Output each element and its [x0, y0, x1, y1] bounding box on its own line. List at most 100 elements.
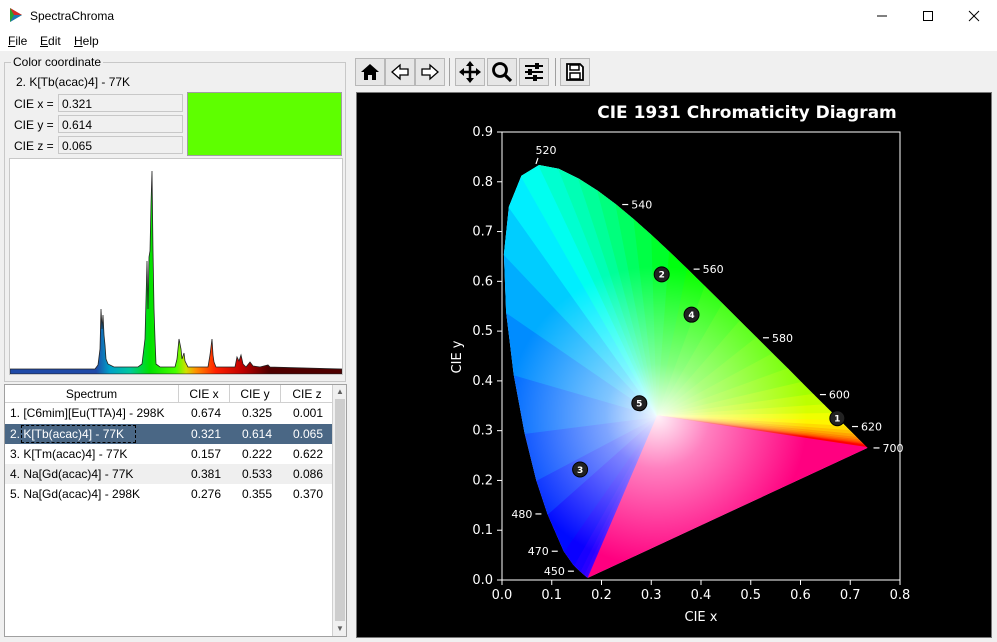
save-icon	[566, 63, 584, 81]
table-row[interactable]: 5. Na[Gd(acac)4] - 298K 0.276 0.355 0.37…	[5, 484, 334, 504]
sample-markers: 1 2 3 4 5	[572, 266, 846, 478]
header-cie-y[interactable]: CIE y	[230, 385, 281, 403]
wavelength-label: 700	[883, 442, 904, 455]
row-cie-y: 0.614	[242, 427, 273, 441]
menu-file-label: ile	[15, 34, 28, 48]
y-tick-label: 0.3	[472, 424, 493, 439]
spectrum-area	[9, 170, 343, 375]
sample-marker-2: 2	[653, 266, 670, 283]
cie-x-field: 0.321	[58, 94, 183, 112]
white-point-glow	[507, 266, 808, 567]
y-axis: 0.0 0.1 0.2 0.3 0.4 0.5 0.6 0.7 0.8 0.9	[472, 125, 502, 588]
row-cie-z: 0.086	[293, 467, 324, 481]
close-button[interactable]	[951, 0, 997, 31]
x-tick-label: 0.8	[890, 588, 911, 603]
wavelength-label: 560	[703, 263, 724, 276]
row-cie-y: 0.222	[242, 447, 273, 461]
row-cie-z: 0.622	[293, 447, 324, 461]
configure-subplots-button[interactable]	[519, 58, 549, 86]
home-icon	[361, 64, 379, 80]
table-scrollbar[interactable]: ▲ ▼	[332, 385, 346, 636]
marker-dot	[829, 410, 846, 427]
row-cie-z: 0.065	[293, 427, 324, 441]
x-tick-label: 0.4	[691, 588, 712, 603]
x-tick-label: 0.1	[541, 588, 562, 603]
pan-icon	[459, 61, 481, 83]
color-coordinate-group	[4, 62, 346, 382]
x-tick-label: 0.3	[641, 588, 662, 603]
zoom-icon	[492, 62, 513, 83]
title-bar: SpectraChroma	[0, 0, 997, 31]
row-cie-x: 0.321	[191, 427, 222, 441]
chart-title: CIE 1931 Chromaticity Diagram	[597, 103, 897, 123]
pan-button[interactable]	[455, 58, 485, 86]
x-tick-label: 0.7	[840, 588, 861, 603]
wavelength-label: 480	[511, 508, 532, 521]
table-row-selected[interactable]: 2. K[Tb(acac)4] - 77K 0.321 0.614 0.065	[5, 424, 334, 444]
wavelength-label: 450	[544, 565, 565, 578]
chromaticity-chart[interactable]: CIE 1931 Chromaticity Diagram 0.0 0.1 0.2 0…	[356, 92, 992, 638]
row-name: 4. Na[Gd(acac)4] - 77K	[10, 467, 134, 481]
menu-file-accel: F	[8, 34, 16, 48]
menu-file[interactable]: File	[8, 34, 27, 48]
scroll-thumb[interactable]	[335, 399, 345, 621]
table-row[interactable]: 4. Na[Gd(acac)4] - 77K 0.381 0.533 0.086	[5, 464, 334, 484]
y-tick-label: 0.5	[472, 324, 493, 339]
row-cie-z: 0.001	[293, 406, 324, 420]
table-row[interactable]: 1. [C6mim][Eu(TTA)4] - 298K 0.674 0.325 …	[5, 403, 334, 423]
maximize-button[interactable]	[905, 0, 951, 31]
toolbar-separator	[449, 58, 450, 86]
zoom-button[interactable]	[487, 58, 517, 86]
menu-edit-accel: E	[40, 34, 49, 48]
wavelength-label: 620	[861, 421, 882, 434]
forward-button[interactable]	[415, 58, 445, 86]
marker-label: 3	[577, 466, 583, 476]
row-cie-x: 0.157	[191, 447, 222, 461]
row-cie-y: 0.325	[242, 406, 273, 420]
marker-dot	[653, 266, 670, 283]
marker-dot	[683, 306, 700, 323]
menu-edit[interactable]: Edit	[40, 34, 61, 48]
wavelength-label: 600	[829, 389, 850, 402]
minimize-button[interactable]	[859, 0, 905, 31]
menu-help-accel: H	[74, 34, 83, 48]
y-tick-label: 0.6	[472, 274, 493, 289]
row-name: 5. Na[Gd(acac)4] - 298K	[10, 487, 141, 501]
scroll-down-arrow[interactable]: ▼	[336, 624, 344, 633]
y-tick-label: 0.7	[472, 225, 493, 240]
header-cie-z[interactable]: CIE z	[281, 385, 334, 403]
wavelength-label: 520	[535, 144, 556, 157]
table-header: Spectrum CIE x CIE y CIE z	[5, 385, 334, 403]
y-axis-label: CIE y	[450, 340, 465, 373]
save-button[interactable]	[560, 58, 590, 86]
gamut-fill	[503, 165, 868, 578]
scroll-up-arrow[interactable]: ▲	[336, 387, 344, 396]
row-name: 3. K[Tm(acac)4] - 77K	[10, 447, 128, 461]
cie-y-field: 0.614	[58, 115, 183, 133]
x-tick-label: 0.2	[591, 588, 612, 603]
menu-help[interactable]: Help	[74, 34, 99, 48]
wavelength-label: 470	[528, 545, 549, 558]
header-spectrum[interactable]: Spectrum	[5, 385, 179, 403]
sample-marker-1: 1	[829, 410, 846, 427]
menu-edit-label: dit	[48, 34, 61, 48]
menu-bar: File Edit Help	[0, 31, 997, 51]
header-cie-x[interactable]: CIE x	[179, 385, 230, 403]
row-name: 2. K[Tb(acac)4] - 77K	[10, 427, 125, 441]
back-button[interactable]	[385, 58, 415, 86]
chart-svg: CIE 1931 Chromaticity Diagram 0.0 0.1 0.2 0…	[450, 103, 911, 625]
configure-icon	[525, 63, 543, 81]
spectrum-graphic	[9, 170, 343, 375]
wavelength-label: 580	[772, 332, 793, 345]
marker-label: 1	[834, 415, 840, 425]
focus-rect	[21, 425, 136, 443]
y-tick-label: 0.4	[472, 374, 493, 389]
window-title: SpectraChroma	[30, 9, 115, 23]
home-button[interactable]	[355, 58, 385, 86]
marker-label: 5	[636, 400, 642, 410]
spectrum-table: Spectrum CIE x CIE y CIE z 1. [C6mim][Eu…	[4, 384, 347, 637]
marker-dot	[631, 395, 648, 412]
table-row[interactable]: 3. K[Tm(acac)4] - 77K 0.157 0.222 0.622	[5, 444, 334, 464]
color-swatch	[187, 92, 342, 156]
x-axis-label: CIE x	[685, 610, 718, 625]
